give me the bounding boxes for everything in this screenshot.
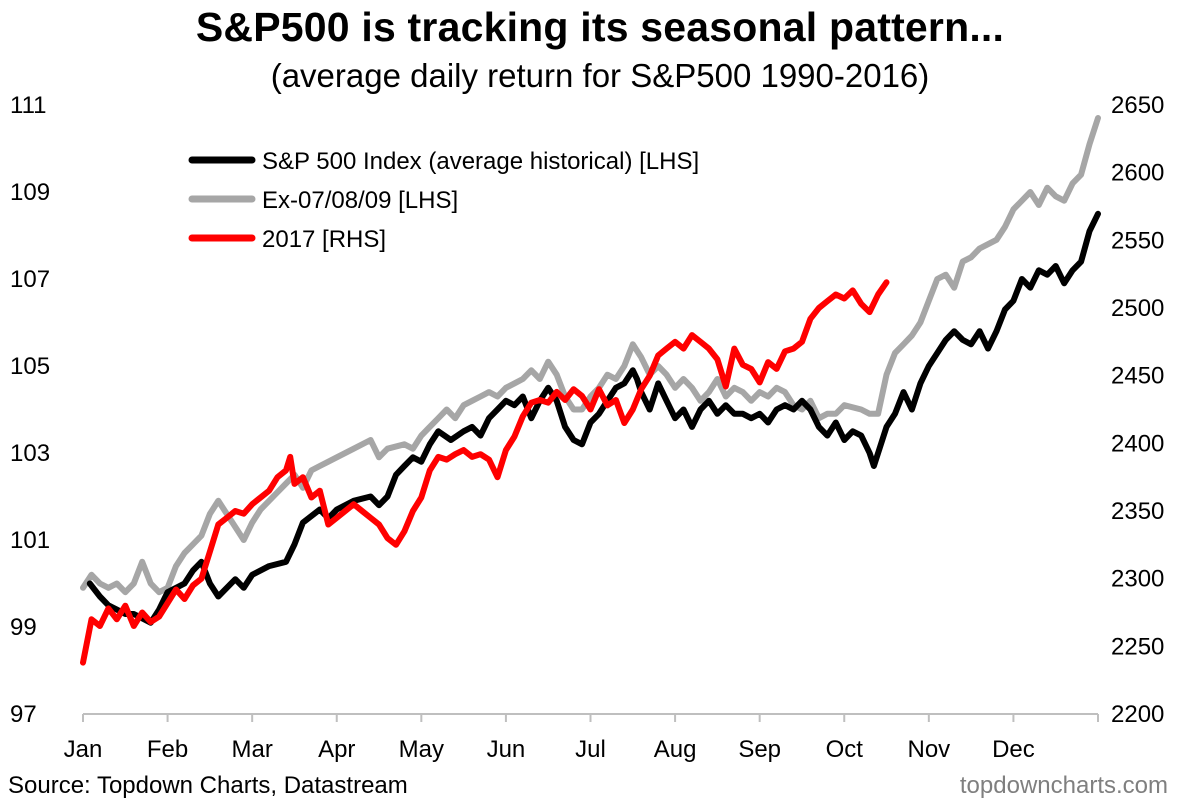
x-tick-label: Jan (64, 736, 103, 763)
source-note: Source: Topdown Charts, Datastream (8, 772, 408, 799)
x-tick-label: Sep (738, 736, 781, 763)
y-left-tick-label: 103 (10, 440, 50, 467)
y-right-tick-label: 2550 (1111, 227, 1164, 254)
x-tick-label: Oct (826, 736, 864, 763)
y-left-tick-label: 107 (10, 266, 50, 293)
y-left-tick-label: 109 (10, 179, 50, 206)
y-left-tick-label: 111 (10, 92, 46, 119)
y-left-tick-label: 99 (10, 614, 37, 641)
x-tick-label: Aug (654, 736, 697, 763)
y-left-tick-label: 97 (10, 701, 37, 728)
watermark: topdowncharts.com (959, 772, 1168, 799)
y-right-tick-label: 2350 (1111, 498, 1164, 525)
y-right-tick-label: 2500 (1111, 295, 1164, 322)
legend-label: 2017 [RHS] (262, 226, 386, 253)
series-lines (80, 115, 1101, 666)
y-right-tick-label: 2250 (1111, 633, 1164, 660)
legend: S&P 500 Index (average historical) [LHS]… (188, 148, 699, 253)
x-tick-label: Jun (487, 736, 526, 763)
legend-label: Ex-07/08/09 [LHS] (262, 187, 458, 214)
chart-subtitle: (average daily return for S&P500 1990-20… (270, 57, 930, 94)
x-tick-label: Nov (907, 736, 950, 763)
y-right-tick-label: 2200 (1111, 701, 1164, 728)
series-line (86, 210, 1101, 626)
legend-label: S&P 500 Index (average historical) [LHS] (262, 148, 699, 175)
series-line (80, 115, 1101, 596)
y-left-tick-label: 101 (10, 527, 50, 554)
y-left-tick-label: 105 (10, 353, 50, 380)
y-right-tick-label: 2650 (1111, 92, 1164, 119)
x-tick-label: Mar (231, 736, 272, 763)
series-line (80, 279, 890, 666)
y-right-tick-label: 2450 (1111, 363, 1164, 390)
axes: Jan Feb Mar Apr May Jun Jul Aug Sep Oct Nov Dec 97 99… (10, 92, 1164, 763)
x-tick-label: Feb (147, 736, 188, 763)
x-tick-label: Jul (575, 736, 606, 763)
chart-title: S&P500 is tracking its seasonal pattern.… (195, 4, 1005, 50)
y-right-tick-label: 2600 (1111, 160, 1164, 187)
y-right-tick-label: 2400 (1111, 430, 1164, 457)
y-right-tick-label: 2300 (1111, 566, 1164, 593)
x-tick-label: Apr (318, 736, 355, 763)
x-tick-label: May (399, 736, 444, 763)
x-tick-label: Dec (992, 736, 1035, 763)
